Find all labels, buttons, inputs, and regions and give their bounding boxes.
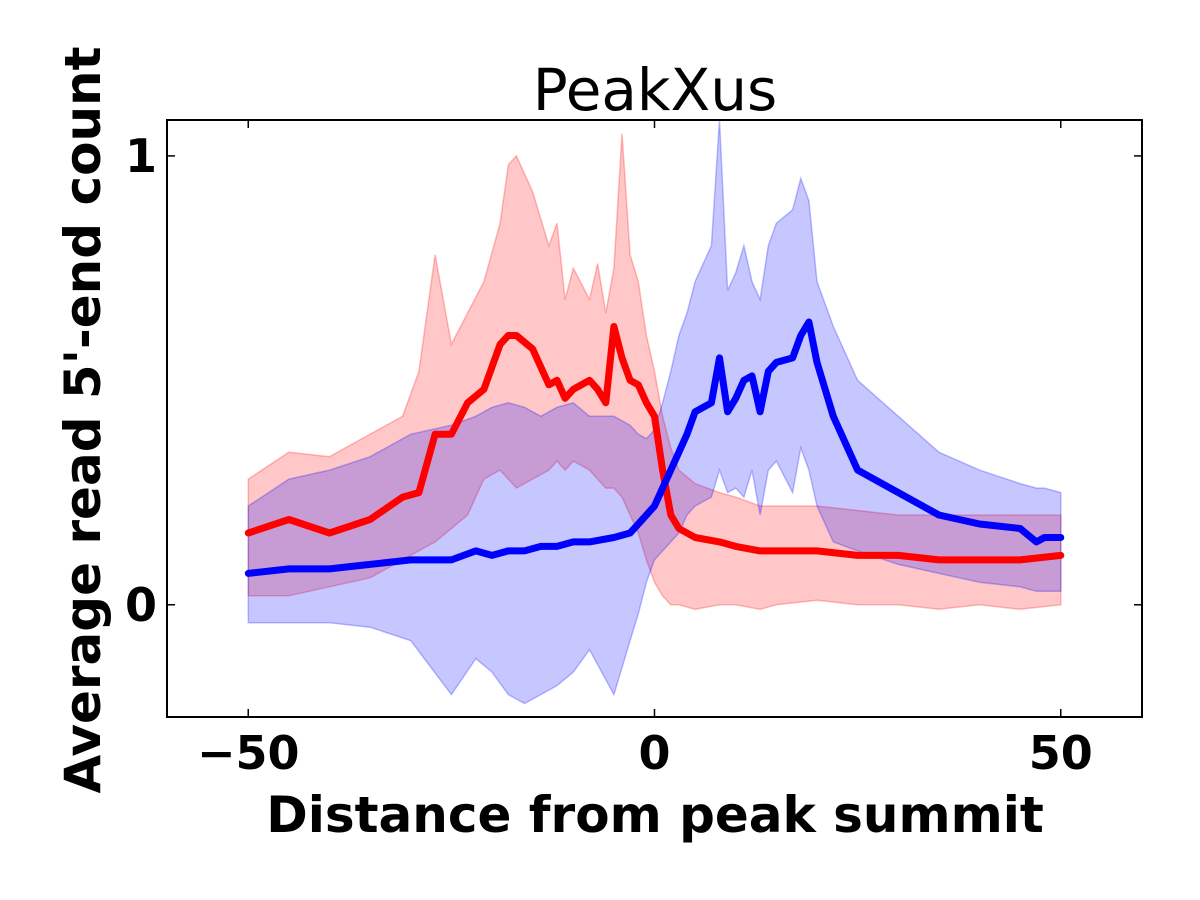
x-tick-label: −50 — [197, 726, 300, 780]
y-tick-label: 0 — [125, 578, 157, 632]
x-tick-label: 50 — [1029, 726, 1093, 780]
x-axis-label: Distance from peak summit — [266, 786, 1044, 844]
axis-ticks: −50 0 50 0 1 — [125, 120, 1142, 780]
series-0-line — [244, 323, 1065, 564]
y-tick-label: 1 — [125, 129, 157, 183]
chart-title: PeakXus — [533, 56, 777, 124]
series-1-line — [244, 318, 1065, 577]
series-0-band — [247, 133, 1062, 611]
plot-area — [244, 120, 1065, 705]
y-axis-label: Average read 5'-end count — [54, 46, 112, 793]
x-tick-label: 0 — [638, 726, 670, 780]
